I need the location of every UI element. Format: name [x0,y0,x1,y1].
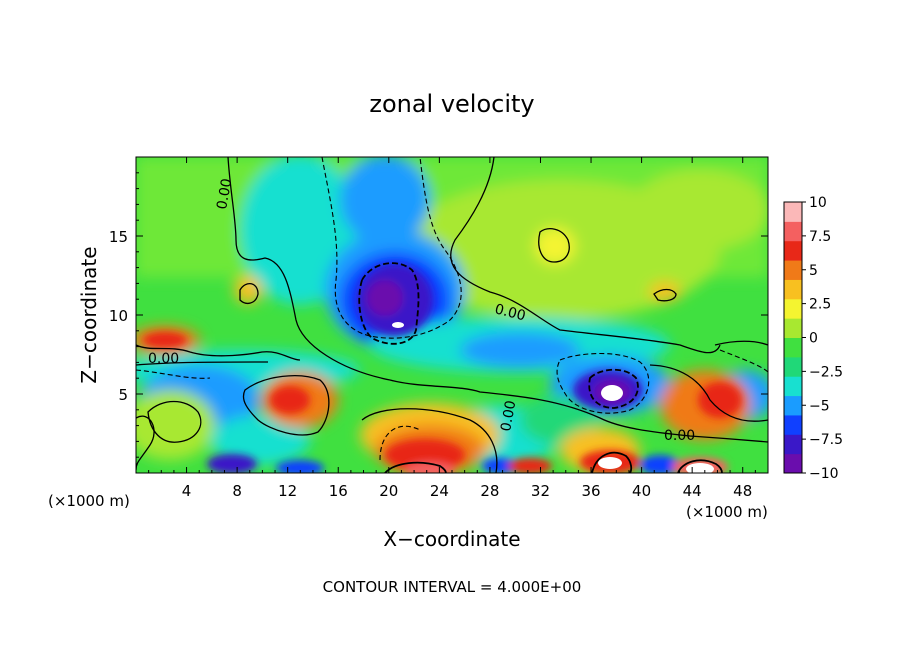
colorbar-label: 10 [809,195,827,211]
y-tick-label: 5 [118,386,128,404]
colorbar-label: 0 [809,331,818,347]
contour-label-2: 0.00 [664,428,695,444]
colorbar-swatch [784,221,802,242]
colorbar-swatch [784,414,802,435]
x-tick-label: 12 [278,482,297,500]
chart-title: zonal velocity [369,90,534,118]
colorbar-swatch [784,376,802,397]
strong-negative-contours [358,262,639,409]
zero-contours [136,157,768,473]
colorbar-label: −2.5 [809,364,843,380]
contour-labels: 0.00 0.00 0.00 0.00 0.00 [148,177,695,444]
colorbar: 10 7.5 5 2.5 0 −2.5 −5 −7.5 −10 [783,195,843,482]
x-unit-right: (×1000 m) [686,503,768,521]
y-axis: 5 10 15 [109,172,768,458]
heat-field: 0.00 0.00 0.00 0.00 0.00 [136,157,768,473]
x-tick-label: 36 [581,482,600,500]
x-tick-label: 24 [430,482,449,500]
x-tick-label: 16 [329,482,348,500]
colorbar-label: −7.5 [809,432,843,448]
colorbar-swatch [784,260,802,280]
x-tick-label: 32 [531,482,550,500]
x-tick-label: 44 [683,482,702,500]
x-tick-label: 48 [733,482,752,500]
colorbar-swatch [784,453,802,474]
x-tick-label: 4 [182,482,192,500]
colorbar-label: −10 [809,466,839,482]
colorbar-label: −5 [809,398,830,414]
x-axis-label: X−coordinate [383,527,520,551]
y-tick-label: 15 [109,228,128,246]
y-tick-label: 10 [109,307,128,325]
contour-label-1: 0.00 [493,301,527,324]
colorbar-swatch [784,337,802,358]
colorbar-swatch [784,395,802,416]
contour-label-0: 0.00 [148,351,179,367]
colorbar-label: 2.5 [809,297,831,313]
x-axis: 4 8 12 16 20 24 28 32 36 40 44 48 [148,157,756,500]
colorbar-swatch [784,318,802,338]
colorbar-label: 7.5 [809,229,831,245]
colorbar-swatch [784,279,802,300]
negative-contours [136,157,768,461]
colorbar-swatch [784,434,802,455]
x-tick-label: 8 [232,482,242,500]
x-tick-label: 40 [632,482,651,500]
colorbar-swatch [784,202,802,222]
colorbar-swatch [784,356,802,377]
contour-label-3: 0.00 [214,177,235,210]
strong-positive-contours [384,451,723,473]
x-tick-label: 20 [379,482,398,500]
contour-label-4: 0.00 [498,399,519,432]
colorbar-swatch [784,240,802,261]
x-tick-label: 28 [480,482,499,500]
colorbar-label: 5 [809,263,818,279]
y-axis-label: Z−coordinate [77,246,101,383]
colorbar-swatch [784,298,802,319]
x-unit-left: (×1000 m) [48,492,130,510]
footer-contour-interval: CONTOUR INTERVAL = 4.000E+00 [323,578,582,596]
